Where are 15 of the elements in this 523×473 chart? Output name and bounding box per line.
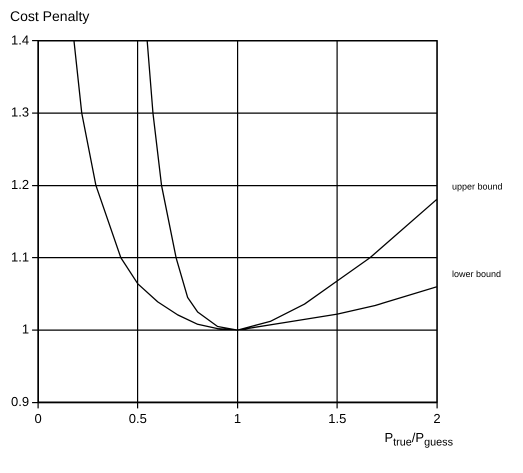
x-tick-label: 0 [34, 410, 42, 426]
y-tick-label: 1.4 [10, 32, 30, 48]
y-tick-label: 1.2 [10, 177, 30, 192]
x-tick-label: 1.5 [328, 410, 346, 426]
series-label: lower bound [452, 269, 502, 280]
x-tick-label: 2 [433, 410, 441, 426]
y-tick-label: 1.3 [10, 104, 30, 120]
y-tick-label: 0.9 [10, 394, 30, 409]
y-tick-label: 1.1 [10, 249, 30, 264]
x-tick-label: 0.5 [128, 410, 147, 426]
y-axis-title: Cost Penalty [9, 8, 90, 26]
series-label: upper bound [452, 182, 503, 192]
x-tick-label: 1 [234, 410, 242, 426]
y-tick-label: 1 [22, 322, 30, 337]
x-axis-title: P$_{true}$/P$_{guess}$ [383, 430, 454, 449]
